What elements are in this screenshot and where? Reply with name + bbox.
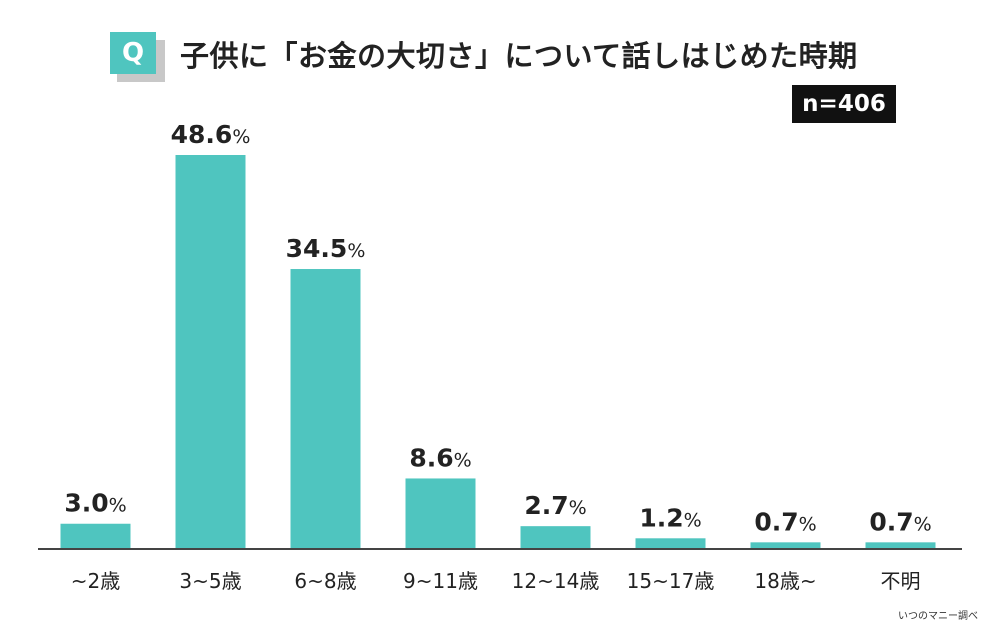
bar-value-label-6: 0.7% (754, 507, 816, 536)
q-badge: Q (110, 32, 156, 74)
category-label-7: 不明 (881, 569, 921, 593)
bar-value-label-3: 8.6% (409, 443, 471, 472)
chart-title: 子供に「お金の大切さ」について話しはじめた時期 (180, 39, 858, 73)
bar-7 (865, 542, 936, 548)
bar-5 (635, 538, 706, 548)
category-label-0: ~2歳 (71, 569, 120, 593)
bar-3 (405, 478, 476, 548)
bar-4 (520, 526, 591, 548)
bar-6 (750, 542, 821, 548)
category-label-3: 9~11歳 (403, 569, 478, 593)
bar-value-label-7: 0.7% (869, 507, 931, 536)
category-label-5: 15~17歳 (627, 569, 715, 593)
category-label-1: 3~5歳 (179, 569, 241, 593)
category-label-6: 18歳~ (754, 569, 816, 593)
sample-size-badge: n=406 (792, 85, 896, 123)
category-label-4: 12~14歳 (512, 569, 600, 593)
bar-value-label-0: 3.0% (64, 489, 126, 518)
bar-2 (290, 269, 361, 548)
source-credit: いつのマニー調べ (898, 611, 978, 622)
category-label-2: 6~8歳 (294, 569, 356, 593)
bar-1 (175, 155, 246, 548)
bar-value-label-5: 1.2% (639, 503, 701, 532)
bar-value-label-4: 2.7% (524, 491, 586, 520)
bar-0 (60, 523, 131, 548)
bar-value-label-1: 48.6% (171, 120, 251, 149)
bar-value-label-2: 34.5% (286, 234, 366, 263)
